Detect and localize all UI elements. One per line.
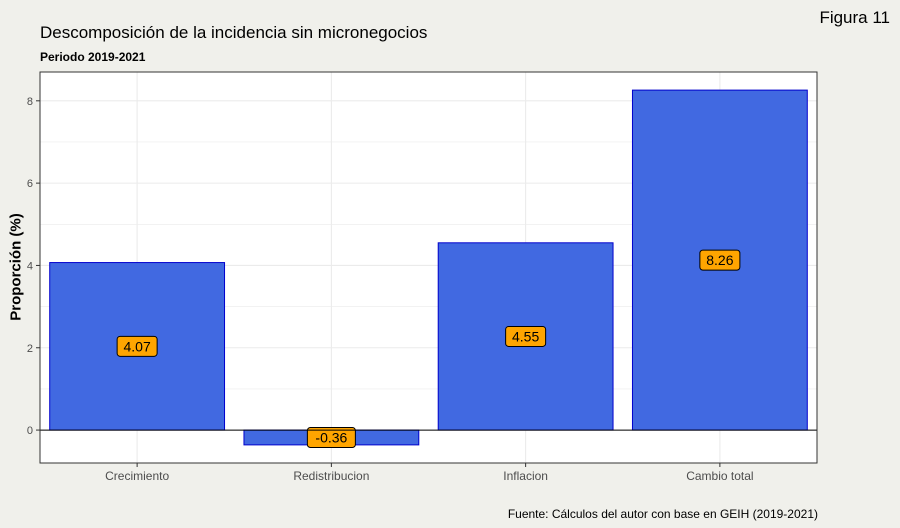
bars: [49, 89, 808, 446]
y-tick-label: 6: [27, 178, 33, 190]
x-tick-label: Redistribucion: [293, 469, 369, 483]
data-label: -0.36: [306, 426, 356, 448]
y-tick-label: 2: [27, 343, 33, 355]
data-label-text: 8.26: [706, 252, 733, 268]
data-label-box: [116, 335, 158, 357]
data-label-text: -0.36: [315, 429, 347, 445]
source-caption: Fuente: Cálculos del autor con base en G…: [507, 507, 818, 521]
y-tick-label: 4: [27, 260, 33, 272]
data-label-box: [505, 325, 547, 347]
data-label: 8.26: [699, 249, 741, 271]
x-tick-label: Inflacion: [503, 469, 548, 483]
data-label-box: [306, 426, 356, 448]
chart-subtitle: Periodo 2019-2021: [40, 50, 146, 64]
panel-border: [39, 71, 818, 464]
data-label: 4.07: [116, 335, 158, 357]
data-label-box: [699, 249, 741, 271]
figure-label: Figura 11: [819, 8, 890, 27]
data-labels: 4.07 -0.36 4.55 8.26: [116, 249, 741, 448]
y-tick-label: 0: [27, 425, 33, 437]
x-tick-label: Crecimiento: [105, 469, 169, 483]
data-label: 4.55: [505, 325, 547, 347]
y-tick-label: 8: [27, 96, 33, 108]
data-label-text: 4.55: [512, 328, 539, 344]
data-label-text: 4.07: [124, 338, 151, 354]
chart-title: Descomposición de la incidencia sin micr…: [40, 23, 428, 42]
axes: 0 2 4 6 8 Crecimiento Redistribucion Inflacion C…: [27, 71, 818, 483]
x-tick-label: Cambio total: [686, 469, 753, 483]
